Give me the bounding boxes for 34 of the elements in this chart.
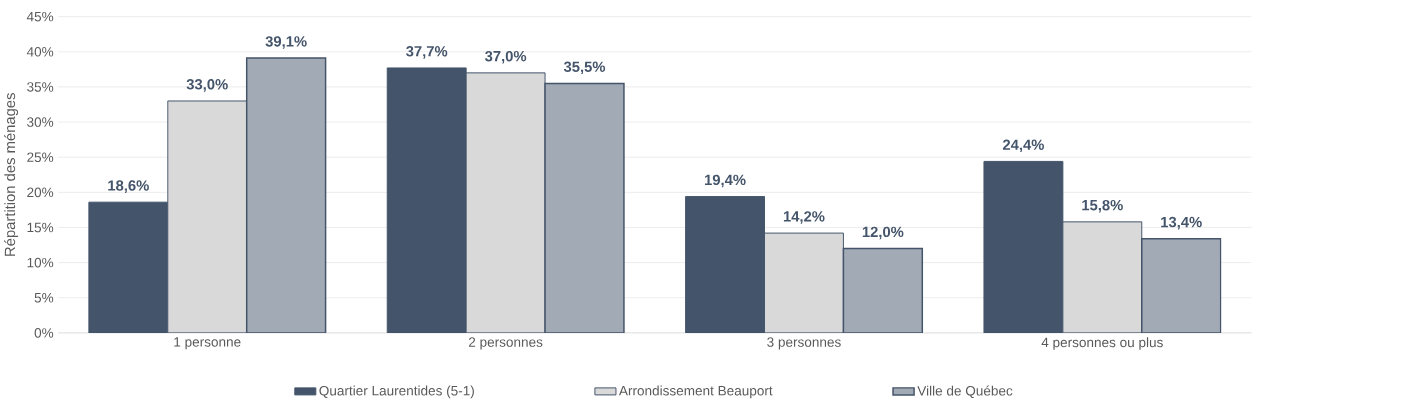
bar [1141,237,1222,333]
y-tick-label: 25% [27,152,54,162]
legend-label: Quartier Laurentides (5-1) [319,385,474,399]
data-label: 12,0% [862,226,904,240]
bar [842,247,924,333]
data-label: 33,0% [186,79,228,92]
data-label: 18,6% [108,180,149,193]
bar [544,82,625,333]
x-tick-label: 4 personnes ou plus [1041,337,1163,350]
data-label: 19,4% [705,174,746,188]
data-label: 24,4% [1002,139,1044,153]
data-label: 37,7% [406,45,448,59]
y-tick-label: 20% [27,187,54,198]
y-tick-label: 15% [27,222,54,233]
y-tick-label: 35% [27,82,54,92]
y-tick-label: 30% [27,117,54,127]
legend-label: Ville de Québec [917,385,1013,398]
y-tick-label: 45% [26,11,54,22]
x-tick-label: 3 personnes [767,337,841,350]
y-axis-title: Répartition des ménages [4,93,19,256]
data-label: 37,0% [484,50,527,64]
bar [245,57,327,333]
y-tick-label: 10% [27,257,54,268]
y-tick-label: 0% [34,328,54,338]
y-tick-label: 5% [34,292,54,303]
legend-label: Arrondissement Beauport [618,385,773,399]
x-tick-label: 1 personne [174,337,241,350]
x-tick-label: 2 personnes [468,337,543,350]
data-label: 39,1% [265,36,307,49]
data-label: 15,8% [1082,199,1123,213]
data-label: 13,4% [1161,216,1202,230]
data-label: 14,2% [783,211,825,224]
data-label: 35,5% [563,61,606,75]
y-tick-label: 40% [26,46,54,57]
